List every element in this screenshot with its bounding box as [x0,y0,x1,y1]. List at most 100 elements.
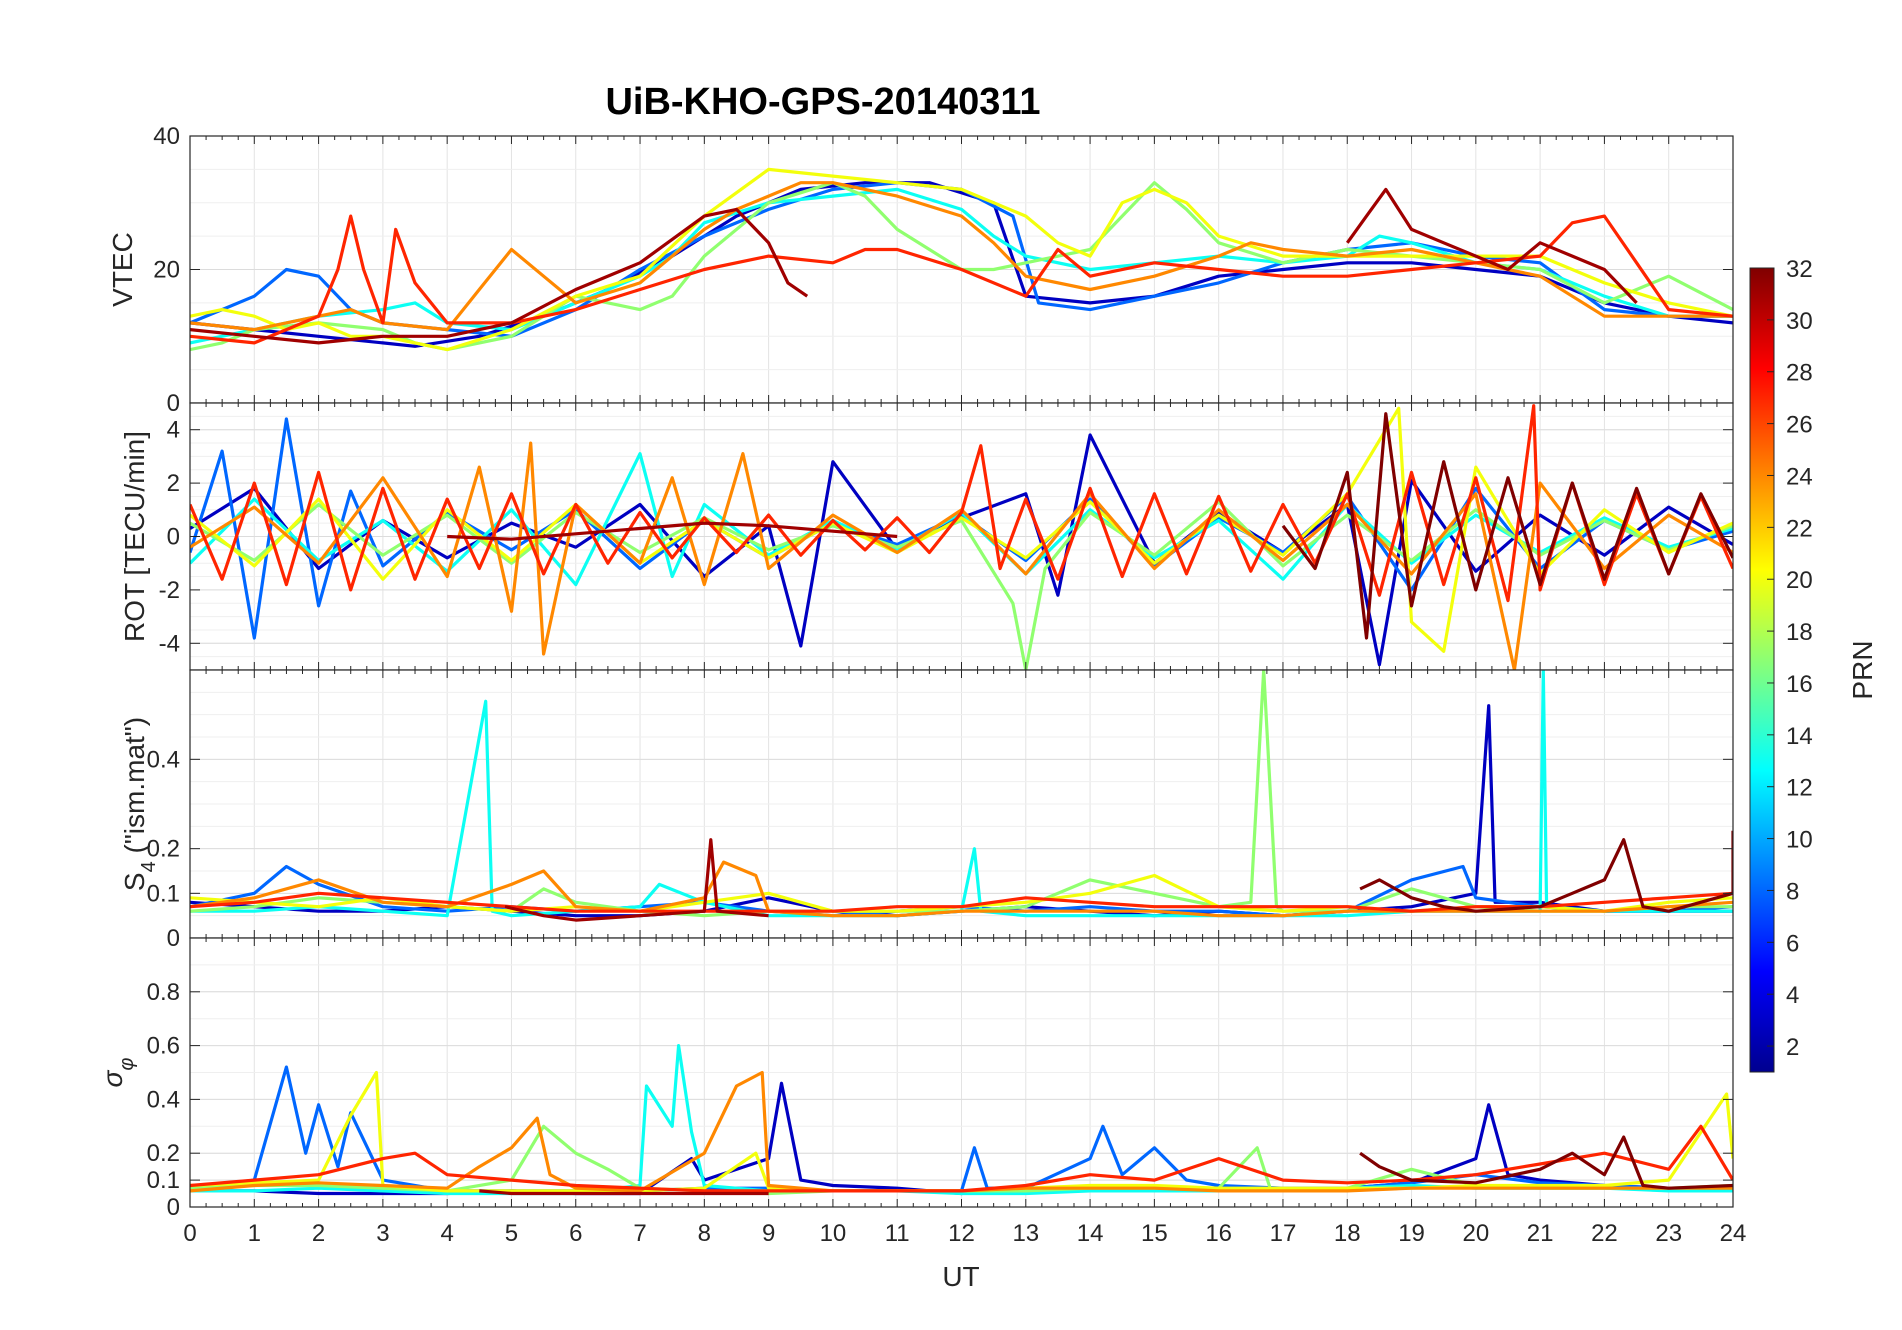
series-prn-31 [447,521,898,541]
x-tick-label: 8 [698,1220,711,1247]
x-tick-label: 21 [1527,1220,1554,1247]
colorbar-gradient [1749,267,1775,1073]
y-tick-label: 20 [153,257,180,284]
colorbar-tick-label: 18 [1786,619,1813,646]
y-axis-label-s4: S4 ("ism.mat") [119,717,160,891]
x-tick-label: 9 [762,1220,775,1247]
colorbar-tick-label: 16 [1786,671,1813,698]
colorbar-tick-label: 12 [1786,775,1813,802]
x-tick-label: 14 [1077,1220,1104,1247]
x-tick-label: 5 [505,1220,518,1247]
colorbar-tick-label: 2 [1786,1034,1799,1061]
series-prn-20 [190,167,1733,352]
y-tick-label: 0.6 [147,1033,180,1060]
y-axis-label-sigma_phi: σφ [97,1058,138,1088]
x-axis-label: UT [942,1261,979,1292]
colorbar-label: PRN [1847,640,1878,699]
colorbar-tick-label: 20 [1786,567,1813,594]
y-tick-label: -2 [159,577,180,604]
x-tick-label: 6 [569,1220,582,1247]
y-tick-label: 0 [167,925,180,952]
x-tick-label: 18 [1334,1220,1361,1247]
colorbar-tick-label: 10 [1786,827,1813,854]
colorbar-tick-label: 14 [1786,723,1813,750]
y-tick-label: 0.1 [147,1167,180,1194]
chart-title: UiB-KHO-GPS-20140311 [605,81,1040,123]
y-tick-label: 0.4 [147,746,180,773]
series-group-rot [190,404,1733,670]
x-tick-label: 2 [312,1220,325,1247]
y-axis-label-rest: ("ism.mat") [119,717,150,861]
x-tick-label: 3 [376,1220,389,1247]
y-tick-label: 0.1 [147,880,180,907]
series-prn-32 [1359,830,1733,913]
y-tick-label: 0.8 [147,979,180,1006]
panel-s4: 00.10.20.4S4 ("ism.mat") [119,669,1734,952]
colorbar-tick-label: 24 [1786,463,1813,490]
series-prn-32 [1359,1135,1733,1190]
y-tick-label: -4 [159,630,180,657]
colorbar-tick-label: 30 [1786,308,1813,335]
colorbar-tick-label: 22 [1786,515,1813,542]
series-prn-24 [190,441,1733,670]
series-prn-31 [479,1189,769,1196]
series-group-sigma_phi [190,1043,1733,1196]
series-prn-20 [190,406,1733,653]
y-tick-label: 0 [167,390,180,417]
series-prn-27 [190,404,1733,603]
x-tick-label: 7 [633,1220,646,1247]
x-tick-label: 17 [1270,1220,1297,1247]
series-prn-31 [190,207,809,345]
colorbar-tick-label: 26 [1786,412,1813,439]
y-tick-label: 0.2 [147,836,180,863]
x-tick-label: 20 [1462,1220,1489,1247]
series-group-s4 [190,670,1733,922]
y-axis-label-rot: ROT [TECU/min] [119,431,150,642]
y-axis-label-main: σ [97,1069,128,1087]
series-prn-24 [190,1070,1733,1193]
colorbar-tick-label: 8 [1786,878,1799,905]
x-tick-label: 23 [1655,1220,1682,1247]
x-tick-label: 10 [820,1220,847,1247]
series-prn-31 [1346,187,1638,305]
y-axis-label-main: S [119,872,150,891]
y-tick-label: 0.4 [147,1086,180,1113]
x-tick-label: 16 [1205,1220,1232,1247]
x-tick-label: 1 [248,1220,261,1247]
y-tick-label: 40 [153,123,180,150]
y-tick-label: 4 [167,417,180,444]
series-prn-31 [504,838,769,922]
x-tick-label: 22 [1591,1220,1618,1247]
x-tick-label: 4 [440,1220,453,1247]
y-tick-label: 0 [167,1194,180,1221]
x-tick-label: 24 [1720,1220,1747,1247]
panel-vtec: 20 40 VTEC [107,123,1734,404]
y-axis-label-vtec: VTEC [107,232,138,307]
colorbar-tick-label: 4 [1786,982,1799,1009]
x-tick-label: 19 [1398,1220,1425,1247]
colorbar-tick-label: 6 [1786,930,1799,957]
y-tick-label: 2 [167,470,180,497]
x-tick-label: 15 [1141,1220,1168,1247]
series-prn-32 [1281,412,1733,640]
y-axis-label-subscript: φ [116,1058,138,1071]
x-tick-label: 12 [948,1220,975,1247]
series-group-vtec [190,167,1733,352]
x-tick-label: 13 [1012,1220,1039,1247]
y-tick-label: 0 [167,524,180,551]
series-prn-13 [190,187,1733,345]
colorbar-tick-label: 28 [1786,360,1813,387]
y-axis-label-subscript: 4 [138,861,160,872]
series-prn-24 [190,860,1733,918]
series-prn-27 [190,891,1733,913]
series-prn-17 [190,500,1733,670]
series-prn-27 [190,214,1733,345]
x-tick-label: 0 [183,1220,196,1247]
series-prn-27 [190,1124,1733,1193]
colorbar-tick-label: 32 [1786,256,1813,283]
